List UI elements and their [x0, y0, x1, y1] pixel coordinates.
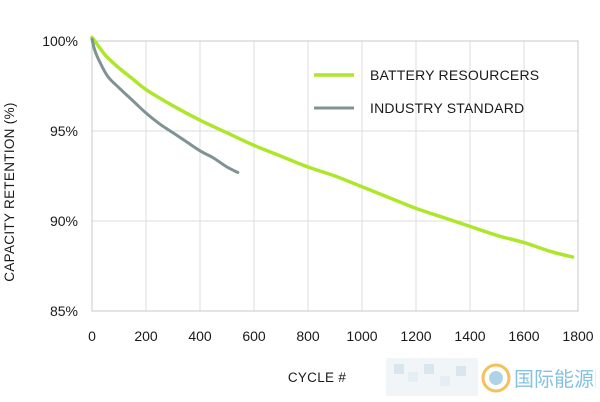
legend: BATTERY RESOURCERS INDUSTRY STANDARD: [314, 67, 539, 116]
x-tick-label: 1800: [562, 328, 593, 344]
x-axis-ticks: 0 200 400 600 800 1000 1200 1400 1600 1800: [88, 328, 594, 344]
x-tick-label: 400: [188, 328, 212, 344]
x-tick-label: 600: [242, 328, 266, 344]
y-tick-label: 90%: [50, 213, 78, 229]
watermark-text: 国际能源网: [514, 367, 596, 391]
y-axis-ticks: 85% 90% 95% 100%: [42, 33, 78, 319]
x-tick-label: 1400: [454, 328, 485, 344]
x-tick-label: 0: [88, 328, 96, 344]
series-line-industry-standard: [90, 37, 240, 174]
y-axis-title: CAPACITY RETENTION (%): [2, 102, 17, 281]
series-line-battery-resourcers: [90, 35, 575, 259]
x-axis-title: CYCLE #: [288, 370, 347, 385]
series-layer: [90, 35, 575, 259]
x-tick-label: 200: [134, 328, 158, 344]
y-tick-label: 95%: [50, 123, 78, 139]
y-tick-label: 100%: [42, 33, 78, 49]
x-tick-label: 1600: [508, 328, 539, 344]
x-tick-label: 1000: [346, 328, 377, 344]
y-tick-label: 85%: [50, 303, 78, 319]
legend-label-industry-standard: INDUSTRY STANDARD: [370, 100, 524, 116]
plot-frame: [91, 40, 579, 312]
watermark-logo: 国际能源网: [386, 358, 596, 396]
x-tick-label: 1200: [400, 328, 431, 344]
legend-label-battery-resourcers: BATTERY RESOURCERS: [370, 67, 539, 83]
x-tick-label: 800: [296, 328, 320, 344]
